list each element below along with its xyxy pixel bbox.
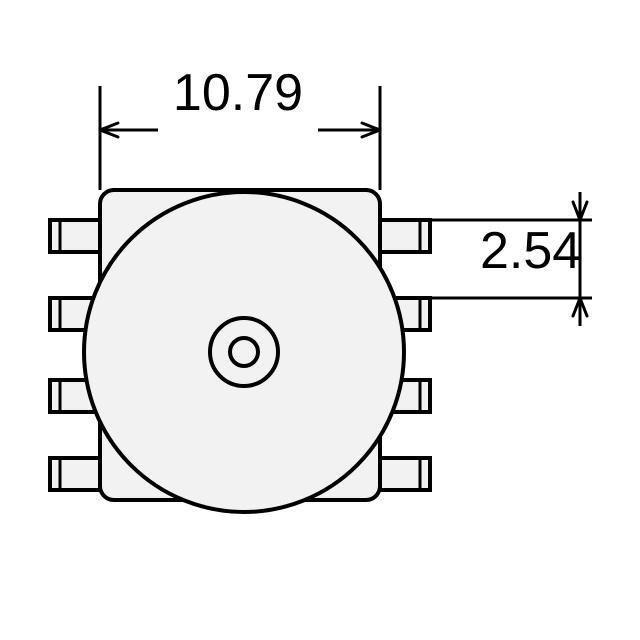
pin xyxy=(380,220,430,252)
pin xyxy=(50,458,100,490)
pin xyxy=(380,458,430,490)
component-drawing: 10.79 2.54 xyxy=(0,0,640,640)
port-inner-circle xyxy=(230,338,258,366)
pin xyxy=(50,220,100,252)
width-dimension-label: 10.79 xyxy=(173,64,303,122)
pitch-dimension-label: 2.54 xyxy=(480,222,581,280)
